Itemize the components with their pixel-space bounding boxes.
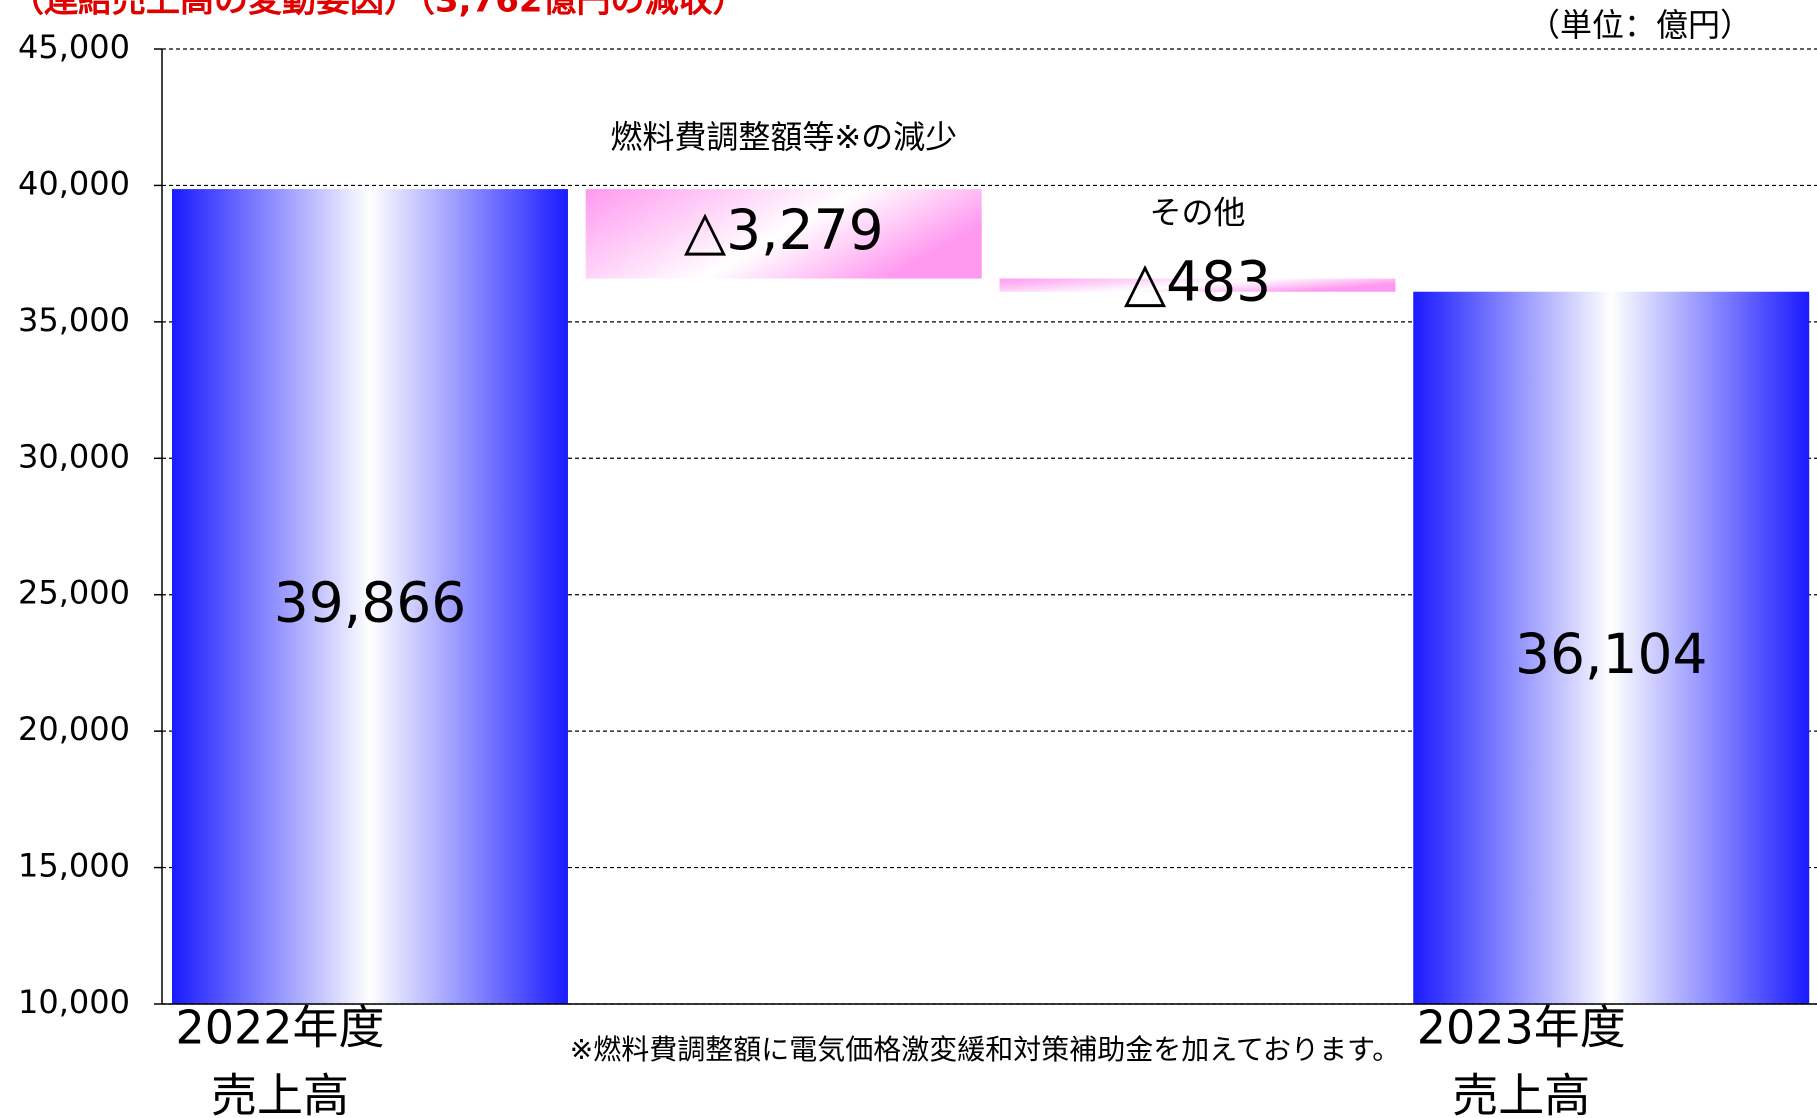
bar [999,278,1396,292]
bar [585,189,982,279]
y-tick-label: 30,000 [18,437,130,475]
y-tick-label: 15,000 [18,847,130,885]
value-label: 39,866 [274,571,466,635]
y-tick-label: 35,000 [18,301,130,339]
y-tick-label: 45,000 [18,28,130,66]
unit-label: （単位：億円） [1528,6,1752,44]
x-tick-label: 売上高 [211,1069,349,1118]
x-tick-label: 2022年度 [175,1001,384,1055]
y-tick-label: 40,000 [18,164,130,202]
value-label: △3,279 [684,198,884,262]
footnote: ※燃料費調整額に電気価格激変緩和対策補助金を加えております。 [570,1033,1400,1066]
value-label: △483 [1124,249,1271,313]
value-label: 36,104 [1515,622,1707,686]
y-tick-label: 10,000 [18,983,130,1021]
category-label: 燃料費調整額等※の減少 [610,118,957,156]
y-tick-label: 25,000 [18,574,130,612]
bar [172,189,568,1005]
x-tick-label: 2023年度 [1417,1001,1626,1055]
x-tick-label: 売上高 [1452,1069,1590,1118]
category-label: その他 [1149,194,1245,232]
y-tick-label: 20,000 [18,710,130,748]
bar [1413,291,1810,1004]
chart-title: （連結売上高の変動要因）（3,762億円の減収） [10,0,747,21]
